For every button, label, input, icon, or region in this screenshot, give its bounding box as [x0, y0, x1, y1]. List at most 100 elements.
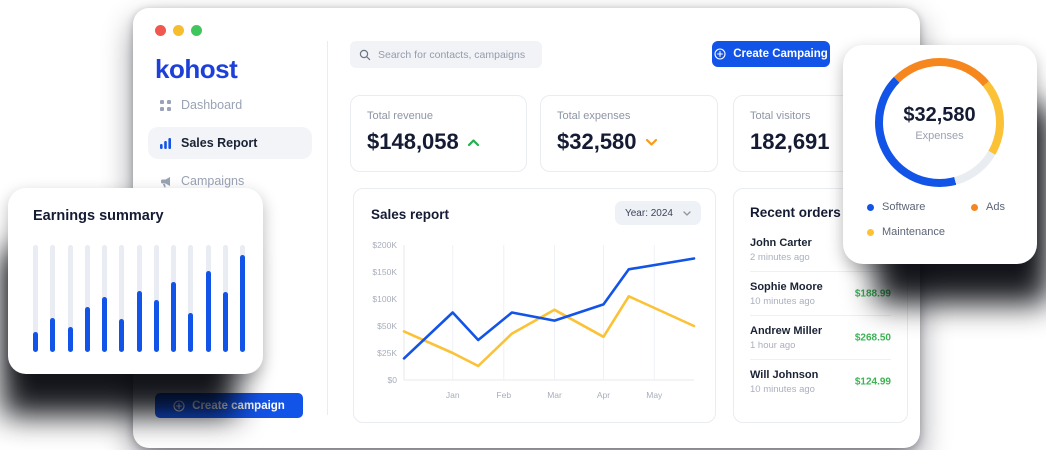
earnings-bar — [205, 245, 211, 352]
order-customer: Will Johnson — [750, 369, 819, 381]
svg-text:Feb: Feb — [496, 390, 511, 400]
order-time: 10 minutes ago — [750, 384, 815, 395]
expenses-total-label: Expenses — [915, 129, 964, 142]
sales-report-title: Sales report — [371, 207, 450, 222]
sidebar-item-campaigns[interactable]: Campaigns — [148, 165, 312, 197]
stat-label: Total revenue — [367, 110, 434, 122]
expenses-donut-card: $32,580 Expenses Software Ads Maintenanc… — [843, 45, 1037, 264]
close-window-button[interactable] — [155, 25, 166, 36]
sales-line-chart: $200K $150K $100K $50K $25K $0 Jan Feb Mar Apr May — [372, 240, 696, 400]
stat-value: $32,580 — [557, 129, 637, 154]
search-input[interactable] — [378, 48, 533, 61]
legend-label: Ads — [986, 201, 1005, 213]
minimize-window-button[interactable] — [173, 25, 184, 36]
earnings-bar — [102, 245, 107, 352]
sales-report-card: Sales report Year: 2024 $200K $150K $100K $… — [353, 188, 716, 423]
earnings-bar — [33, 245, 38, 352]
legend-item-software: Software — [867, 201, 971, 213]
create-campaign-button[interactable]: Create campaign — [155, 393, 303, 418]
stat-card-total-expenses: Total expenses $32,580 — [540, 95, 718, 172]
order-amount: $268.50 — [854, 332, 891, 343]
dashboard-grid-icon — [158, 98, 172, 112]
earnings-bar — [240, 245, 245, 352]
sidebar-item-sales-report[interactable]: Sales Report — [148, 127, 312, 159]
megaphone-icon — [158, 174, 172, 188]
legend-item-maintenance: Maintenance — [867, 226, 971, 238]
maximize-window-button[interactable] — [191, 25, 202, 36]
window-controls — [155, 25, 202, 36]
earnings-bar — [136, 245, 142, 352]
legend-dot — [971, 203, 978, 211]
earnings-bar — [171, 245, 176, 352]
stat-label: Total visitors — [750, 110, 811, 122]
legend-dot — [867, 228, 874, 236]
year-filter-dropdown[interactable]: Year: 2024 — [614, 201, 701, 225]
order-row[interactable]: John Carter 2 minutes ago — [750, 228, 891, 271]
search-bar — [350, 41, 542, 68]
stat-card-total-revenue: Total revenue $148,058 — [350, 95, 527, 172]
sidebar-item-dashboard[interactable]: Dashboard — [148, 89, 312, 121]
plus-circle-icon — [714, 48, 726, 60]
earnings-bar — [153, 245, 159, 352]
bar-chart-icon — [158, 136, 172, 150]
earnings-bar — [222, 245, 228, 352]
chevron-up-icon — [467, 138, 480, 147]
legend-label: Software — [882, 201, 926, 213]
chevron-down-icon — [683, 210, 691, 216]
year-filter-value: Year: 2024 — [624, 207, 673, 219]
order-time: 1 hour ago — [750, 340, 796, 351]
svg-text:Mar: Mar — [547, 390, 562, 400]
sidebar-divider — [327, 41, 328, 415]
sidebar-item-label: Dashboard — [181, 98, 243, 112]
order-customer: John Carter — [750, 237, 812, 249]
svg-text:Jan: Jan — [446, 390, 460, 400]
expenses-donut-chart: $32,580 Expenses — [875, 58, 1004, 187]
sidebar-item-label: Campaigns — [181, 174, 245, 188]
order-row[interactable]: Will Johnson 10 minutes ago $124.99 — [750, 359, 891, 403]
order-time: 2 minutes ago — [750, 252, 810, 263]
order-row[interactable]: Sophie Moore 10 minutes ago $188.99 — [750, 271, 891, 315]
svg-text:$200K: $200K — [372, 240, 397, 250]
earnings-bar-chart — [33, 245, 245, 352]
create-campaing-label: Create Campaing — [733, 48, 828, 60]
sidebar-item-label: Sales Report — [181, 136, 258, 150]
create-campaign-label: Create campaign — [192, 399, 285, 412]
order-customer: Sophie Moore — [750, 281, 823, 293]
order-row[interactable]: Andrew Miller 1 hour ago $268.50 — [750, 315, 891, 359]
earnings-summary-title: Earnings summary — [33, 208, 164, 224]
earnings-bar — [67, 245, 73, 352]
earnings-bar — [50, 245, 56, 352]
svg-text:$100K: $100K — [372, 294, 397, 304]
stat-value: $148,058 — [367, 129, 459, 154]
order-time: 10 minutes ago — [750, 296, 815, 307]
stat-value: 182,691 — [750, 129, 830, 154]
order-amount: $188.99 — [854, 288, 891, 299]
svg-text:$0: $0 — [388, 375, 398, 385]
earnings-bar — [84, 245, 90, 352]
earnings-summary-card: Earnings summary — [8, 188, 263, 374]
chevron-down-icon — [645, 138, 658, 147]
plus-circle-icon — [173, 399, 185, 412]
recent-orders-list: John Carter 2 minutes ago Sophie Moore 1… — [750, 228, 891, 403]
sidebar-nav: Dashboard Sales Report Campaigns — [148, 89, 312, 197]
earnings-bar — [119, 245, 125, 352]
app-logo: kohost — [155, 54, 238, 84]
expenses-total-value: $32,580 — [903, 103, 976, 126]
order-amount: $124.99 — [854, 376, 891, 387]
svg-text:$50K: $50K — [377, 321, 397, 331]
earnings-bar — [188, 245, 194, 352]
legend-item-ads: Ads — [971, 201, 1017, 213]
search-icon — [359, 49, 371, 61]
svg-text:May: May — [646, 390, 663, 400]
donut-legend: Software Ads Maintenance — [867, 201, 1017, 238]
svg-text:Apr: Apr — [597, 390, 610, 400]
stat-label: Total expenses — [557, 110, 631, 122]
svg-text:$150K: $150K — [372, 267, 397, 277]
donut-center: $32,580 Expenses — [883, 66, 996, 179]
svg-text:$25K: $25K — [377, 348, 397, 358]
order-customer: Andrew Miller — [750, 325, 823, 337]
legend-dot — [867, 203, 874, 211]
create-campaing-button[interactable]: Create Campaing — [712, 41, 830, 67]
recent-orders-title: Recent orders — [750, 205, 841, 220]
